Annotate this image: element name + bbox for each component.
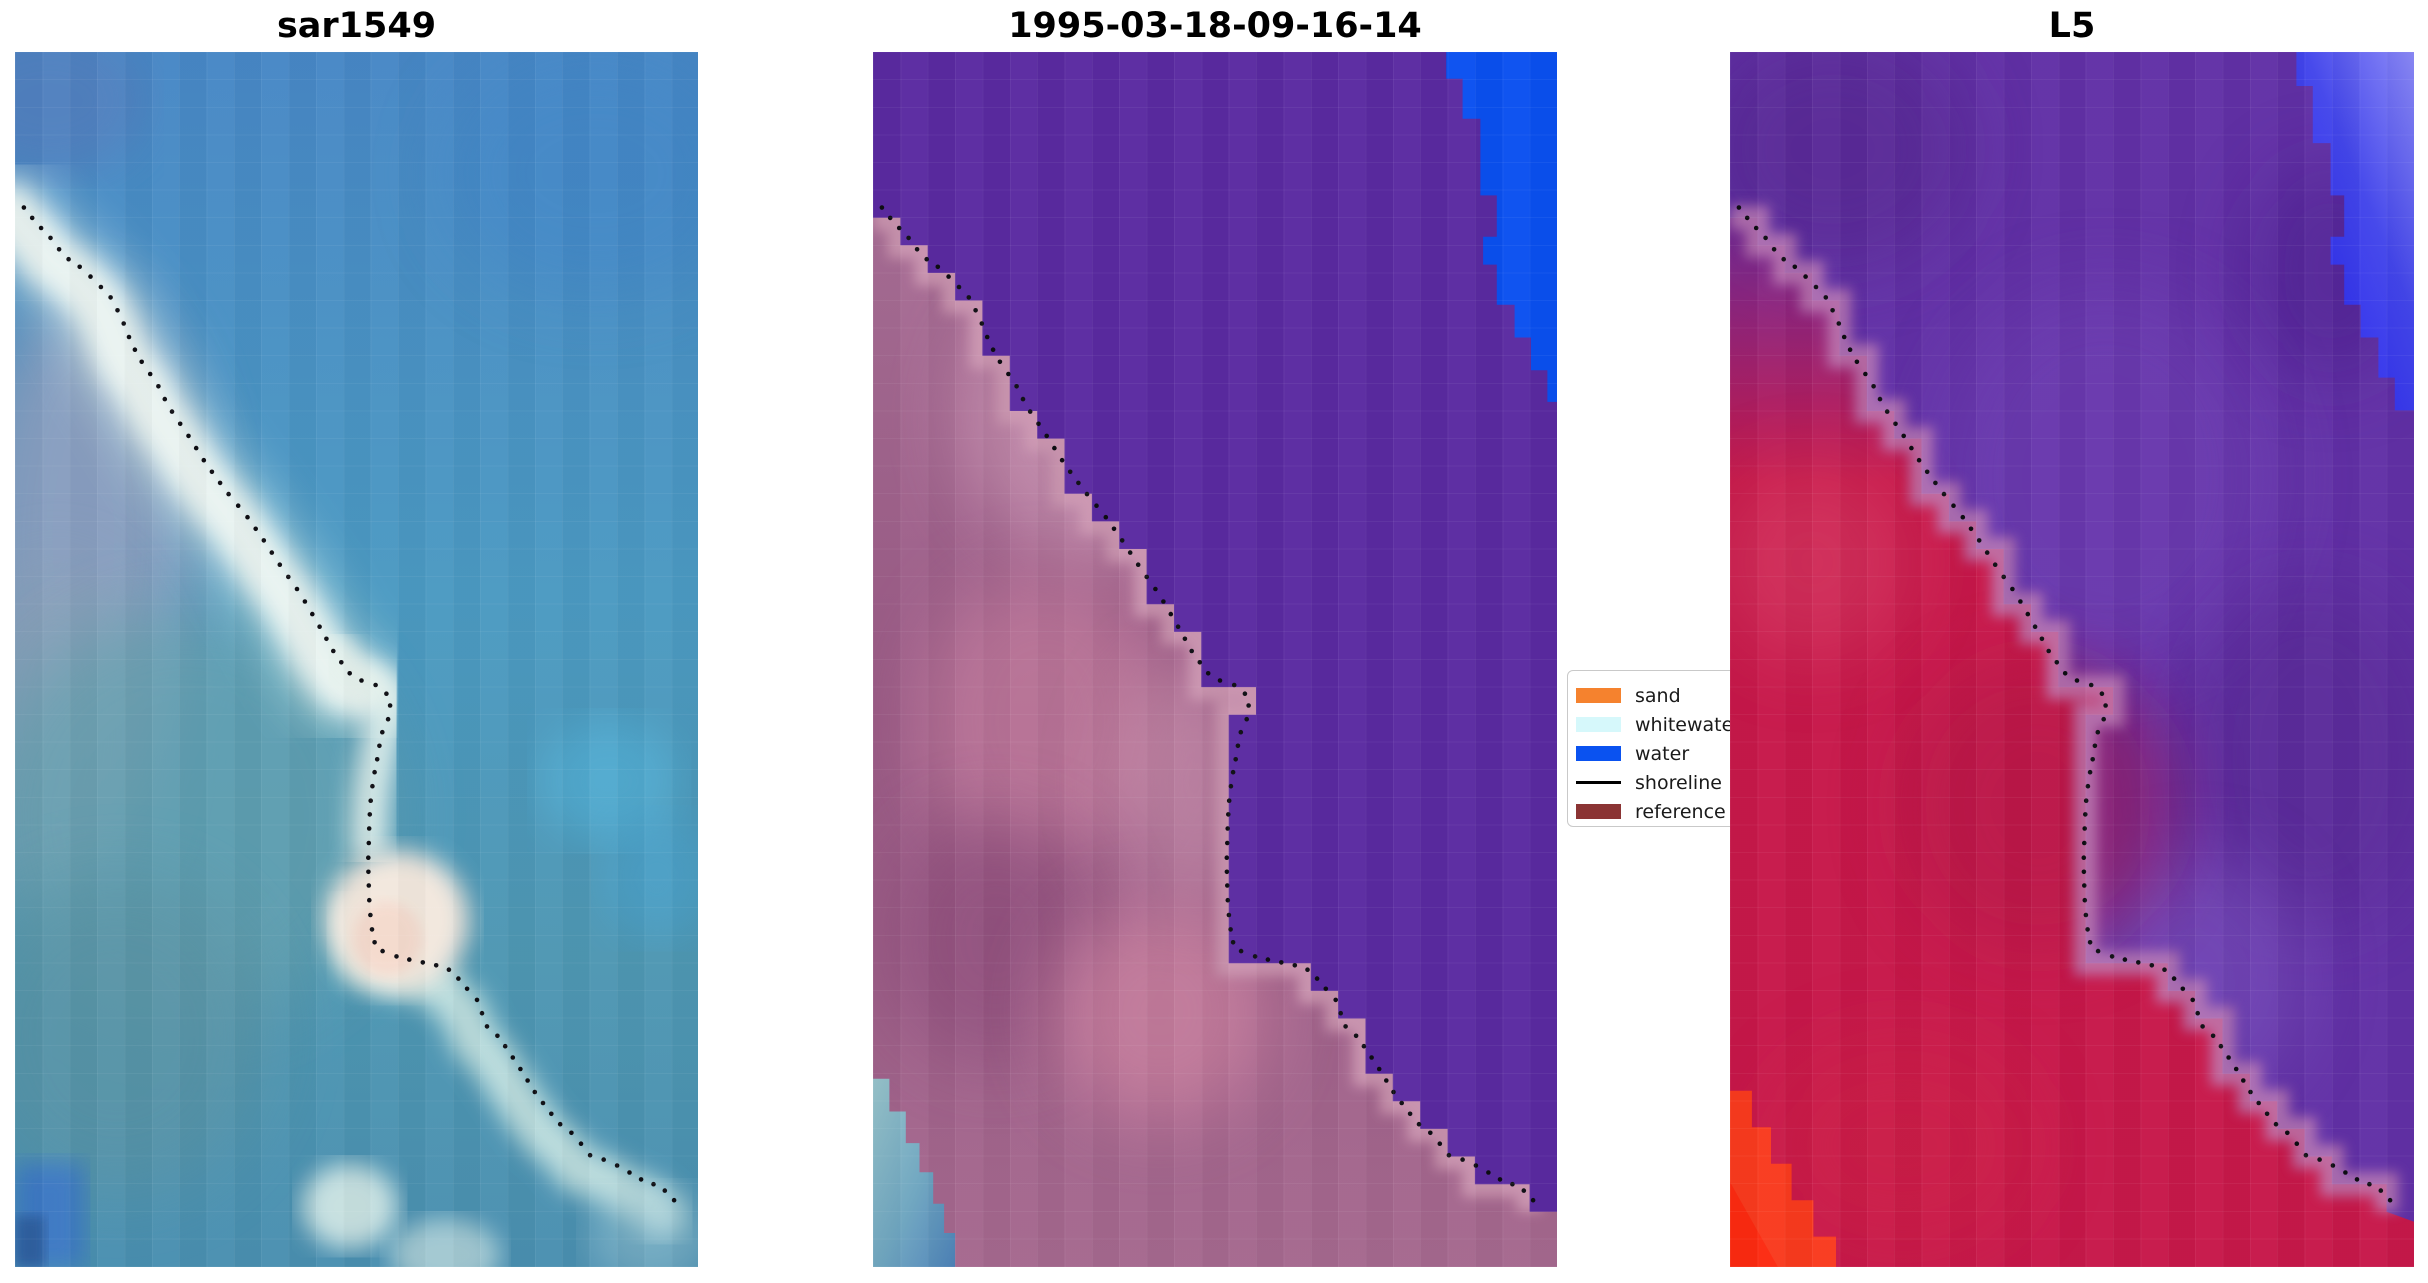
l5-image-panel <box>1730 52 2414 1267</box>
sar-image-panel <box>15 52 698 1267</box>
landsat5_rgb_image-svg <box>1730 52 2414 1267</box>
legend-item-shoreline: shoreline <box>1576 768 1776 797</box>
sar_rgb_image-svg <box>15 52 698 1267</box>
legend-item-whitewater: whitewater <box>1576 710 1776 739</box>
legend-label: shoreline <box>1635 771 1722 794</box>
sand-swatch <box>1576 688 1621 703</box>
legend-label: sand <box>1635 684 1681 707</box>
classified-map-panel <box>873 52 1557 1267</box>
legend-label: whitewater <box>1635 713 1742 736</box>
legend-item-reference: reference <box>1576 797 1776 826</box>
whitewater-swatch <box>1576 717 1621 732</box>
reference-swatch <box>1576 804 1621 819</box>
panel-title-l5: L5 <box>2048 6 2096 46</box>
legend-item-sand: sand <box>1576 681 1776 710</box>
classified_map-svg <box>873 52 1557 1267</box>
panel-title-date: 1995-03-18-09-16-14 <box>1008 6 1422 46</box>
legend-label: reference <box>1635 800 1726 823</box>
shoreline-line-glyph <box>1576 781 1621 784</box>
water-swatch <box>1576 746 1621 761</box>
legend-label: water <box>1635 742 1690 765</box>
legend-item-water: water <box>1576 739 1776 768</box>
panel-title-sar1549: sar1549 <box>276 6 437 46</box>
